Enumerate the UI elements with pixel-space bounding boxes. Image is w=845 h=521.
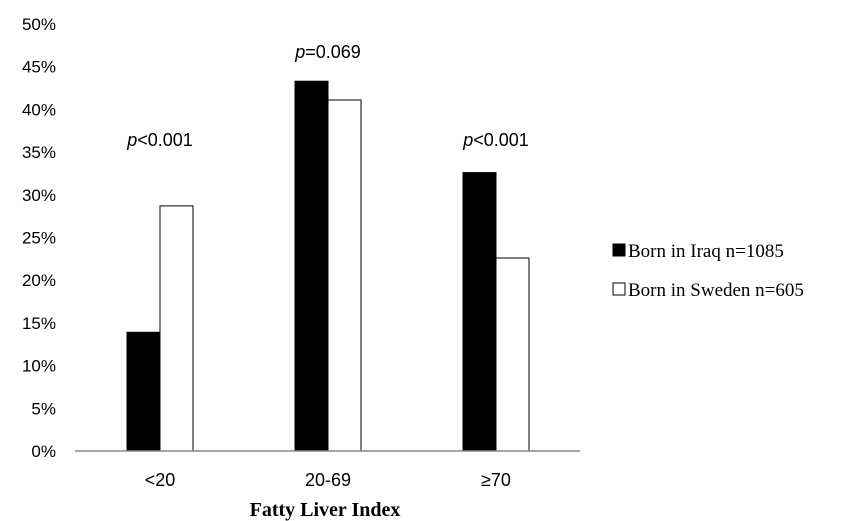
x-tick-label: ≥70 bbox=[481, 470, 511, 490]
bar-born-in-sweden bbox=[159, 205, 194, 452]
p-value-annotation: p<0.001 bbox=[462, 130, 529, 150]
x-tick-label: <20 bbox=[145, 470, 176, 490]
bar-born-in-iraq bbox=[126, 331, 161, 452]
y-tick-label: 15% bbox=[22, 314, 56, 333]
y-tick-label: 50% bbox=[22, 15, 56, 34]
bars bbox=[126, 80, 530, 452]
y-tick-label: 35% bbox=[22, 143, 56, 162]
legend-swatch bbox=[612, 282, 626, 296]
p-value-annotations: p<0.001 p=0.069 p<0.001 bbox=[126, 42, 529, 150]
bar-born-in-sweden bbox=[327, 99, 362, 452]
legend-swatch bbox=[612, 243, 626, 257]
y-tick-label: 20% bbox=[22, 271, 56, 290]
bar-born-in-sweden bbox=[495, 257, 530, 452]
legend: Born in Iraq n=1085 Born in Sweden n=605 bbox=[612, 241, 804, 301]
p-value-annotation: p=0.069 bbox=[294, 42, 361, 62]
y-tick-label: 0% bbox=[31, 442, 56, 461]
y-axis-ticks: 0% 5% 10% 15% 20% 25% 30% 35% 40% 45% 50% bbox=[22, 15, 56, 461]
y-tick-label: 30% bbox=[22, 186, 56, 205]
bar-born-in-iraq bbox=[294, 80, 329, 452]
y-tick-label: 25% bbox=[22, 229, 56, 248]
y-tick-label: 5% bbox=[31, 399, 56, 418]
bar-born-in-iraq bbox=[462, 172, 497, 452]
legend-label: Born in Iraq n=1085 bbox=[628, 241, 784, 262]
y-tick-label: 45% bbox=[22, 58, 56, 77]
y-tick-label: 10% bbox=[22, 357, 56, 376]
legend-label: Born in Sweden n=605 bbox=[628, 280, 804, 301]
x-axis-ticks: <20 20-69 ≥70 bbox=[145, 470, 511, 490]
x-axis-label: Fatty Liver Index bbox=[250, 499, 401, 521]
y-tick-label: 40% bbox=[22, 100, 56, 119]
x-tick-label: 20-69 bbox=[305, 470, 351, 490]
p-value-annotation: p<0.001 bbox=[126, 130, 193, 150]
